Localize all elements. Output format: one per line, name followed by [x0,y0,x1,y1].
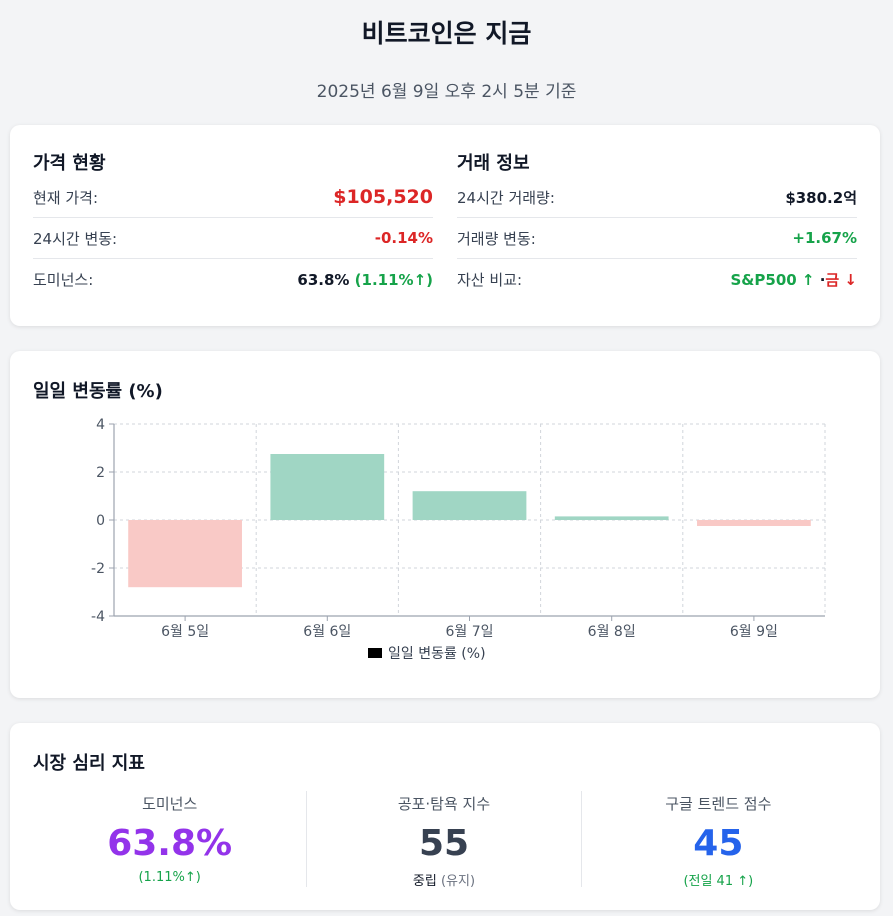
x-tick-label: 6월 8일 [588,624,636,640]
legend-label: 일일 변동률 (%) [388,646,486,662]
dominance-indicator-sub: (1.11%↑) [138,870,201,885]
volume-24h-label: 24시간 거래량: [457,188,555,207]
dominance-indicator: 도미넌스 63.8% (1.11%↑) [33,791,308,887]
asset-compare-row: 자산 비교: S&P500 ↑ ·금 ↓ [457,259,857,300]
fear-greed-value: 55 [418,823,470,864]
trade-info-section: 거래 정보 24시간 거래량: $380.2억 거래량 변동: +1.67% 자… [457,149,857,300]
legend-swatch [368,648,382,658]
page-subtitle: 2025년 6월 9일 오후 2시 5분 기준 [316,82,577,102]
volume-change-value: +1.67% [792,229,857,247]
change-24h-row: 24시간 변동: -0.14% [33,218,433,259]
price-status-section: 가격 현황 현재 가격: $105,520 24시간 변동: -0.14% 도미… [33,149,433,300]
x-tick-label: 6월 5일 [161,624,209,640]
bar-1 [128,520,242,588]
dominance-value: 63.8% [297,270,350,289]
fear-greed-trend: (유지) [440,874,476,889]
fear-greed-sub: 중립 (유지) [307,870,580,889]
sp500-compare: S&P500 ↑ [730,271,815,289]
price-status-title: 가격 현황 [33,153,106,174]
info-card: 가격 현황 현재 가격: $105,520 24시간 변동: -0.14% 도미… [10,125,880,326]
sentiment-card: 시장 심리 지표 도미넌스 63.8% (1.11%↑) 공포·탐욕 지수 55… [10,723,880,910]
bar-3 [412,491,527,520]
change-24h-label: 24시간 변동: [33,229,118,248]
dominance-row: 도미넌스: 63.8% (1.11%↑) [33,259,433,300]
volume-change-row: 거래량 변동: +1.67% [457,218,857,259]
google-trends-indicator: 구글 트렌드 점수 45 (전일 41 ↑) [582,791,855,889]
current-price-value: $105,520 [333,186,433,208]
y-tick-label: 2 [96,465,105,481]
change-24h-value: -0.14% [374,229,433,247]
google-trends-value: 45 [693,823,744,864]
volume-24h-row: 24시간 거래량: $380.2억 [457,177,857,218]
dominance-label: 도미넌스: [33,271,94,289]
asset-compare-value: S&P500 ↑ ·금 ↓ [731,269,858,290]
y-tick-label: 0 [96,513,105,529]
chart-title: 일일 변동률 (%) [33,381,163,402]
bar-4 [554,516,669,520]
volume-24h-value: $380.2억 [785,188,857,207]
page-title: 비트코인은 지금 [361,19,532,48]
compare-separator: · [814,271,826,289]
y-tick-label: -4 [91,609,105,625]
fear-greed-indicator: 공포·탐욕 지수 55 중립 (유지) [307,791,582,889]
bar-5 [697,520,811,526]
y-tick-label: -2 [91,561,105,577]
daily-change-chart-card: 일일 변동률 (%) 4 2 0 -2 -4 6월 5일 6월 6일 6월 7일 6월 8일 6월… [10,351,880,698]
gold-compare: 금 ↓ [825,271,857,289]
x-tick-label: 6월 6일 [303,624,351,640]
dominance-change: (1.11%↑) [354,270,433,289]
current-price-label: 현재 가격: [33,188,99,207]
bar-2 [270,454,385,520]
dominance-indicator-label: 도미넌스 [142,795,198,813]
current-price-row: 현재 가격: $105,520 [33,177,433,218]
dominance-indicator-value: 63.8% [107,823,233,864]
dominance-value-group: 63.8% (1.11%↑) [297,271,433,289]
x-tick-label: 6월 9일 [730,624,778,640]
sentiment-grid: 도미넌스 63.8% (1.11%↑) 공포·탐욕 지수 55 중립 (유지) … [33,791,855,889]
fear-greed-label: 공포·탐욕 지수 [397,795,491,813]
google-trends-label: 구글 트렌드 점수 [665,795,772,813]
x-tick-label: 6월 7일 [445,624,493,640]
sentiment-title: 시장 심리 지표 [33,753,145,774]
trade-info-title: 거래 정보 [457,153,530,174]
asset-compare-label: 자산 비교: [457,271,523,289]
volume-change-label: 거래량 변동: [457,229,536,248]
fear-greed-state: 중립 [412,874,437,889]
y-tick-label: 4 [96,417,105,433]
google-trends-sub: (전일 41 ↑) [683,874,754,889]
